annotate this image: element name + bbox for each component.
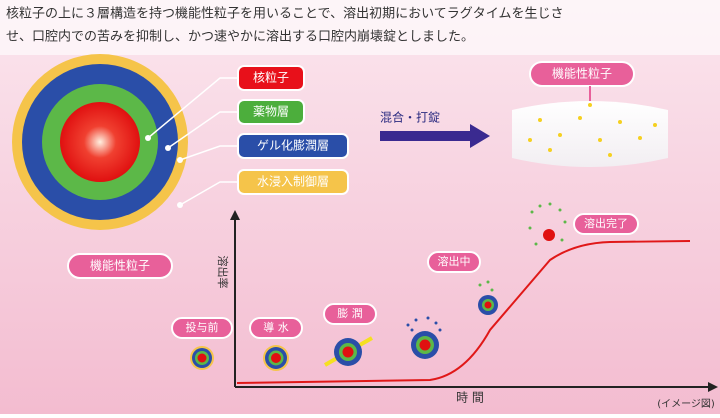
stage-label: 溶出完了 (584, 216, 628, 230)
axis-arrow (230, 210, 240, 220)
stage-label: 導 水 (263, 320, 289, 334)
stage: 膨 潤 (323, 303, 377, 367)
dissolution-curve (236, 240, 691, 384)
layer-label: 薬物層 (253, 105, 289, 119)
tablet (512, 101, 668, 167)
layer-core (60, 102, 140, 182)
note: (イメージ図) (657, 398, 715, 410)
header-line: せ、口腔内での苦みを抑制し、かつ速やかに溶出する口腔内崩壊錠としました。 (6, 29, 474, 45)
tablet-label: 機能性粒子 (552, 66, 612, 81)
label-box (237, 99, 305, 125)
label-box (529, 61, 635, 87)
x-axis-label: 時 間 (456, 391, 484, 405)
stage-label: 溶出中 (438, 254, 471, 268)
particle-label: 機能性粒子 (90, 258, 150, 273)
header-band (0, 0, 720, 55)
layer-label: 核粒子 (253, 70, 289, 85)
stage-label: 投与前 (186, 320, 219, 334)
stage-label: 膨 潤 (337, 306, 363, 320)
stage: 導 水 (249, 317, 303, 371)
stage: 投与前 (171, 317, 233, 370)
tablet-dots (528, 103, 657, 157)
layer-label: ゲル化膨潤層 (257, 139, 329, 153)
label-box (237, 169, 349, 195)
label-box (67, 253, 173, 279)
stage: 溶出完了 (528, 202, 639, 246)
label-box (237, 65, 305, 91)
leader-lines (147, 77, 238, 206)
axis-arrow (708, 382, 718, 392)
arrow (380, 124, 490, 148)
label-box (237, 133, 349, 159)
y-axis-label: 溶出率 (216, 256, 230, 289)
particle (12, 54, 188, 230)
header-line: 核粒子の上に３層構造を持つ機能性粒子を用いることで、溶出初期においてラグタイムを… (6, 7, 563, 22)
layer-label: 水浸入制御層 (257, 174, 329, 189)
arrow-label: 混合・打錠 (380, 110, 440, 125)
leader-dots (145, 135, 183, 208)
stage: 溶出中 (406, 251, 498, 359)
